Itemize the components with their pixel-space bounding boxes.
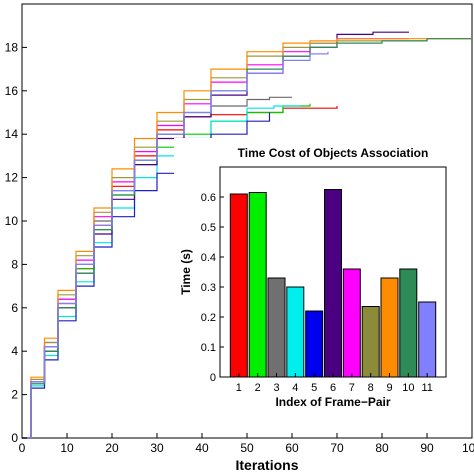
y-tick-label: 12 — [5, 171, 19, 185]
inset-x-tick-label: 11 — [421, 382, 432, 394]
y-tick-label: 10 — [5, 214, 19, 228]
y-tick-label: 2 — [11, 388, 18, 402]
inset-y-tick-label: 0 — [210, 372, 216, 384]
bar-1 — [229, 193, 248, 378]
y-tick-label: 18 — [5, 40, 19, 54]
inset-y-tick-label: 0.6 — [201, 192, 216, 204]
inset-x-tick-label: 4 — [292, 382, 298, 394]
bar-8 — [361, 306, 380, 378]
inset-x-tick-label: 3 — [273, 382, 279, 394]
bar-2 — [248, 192, 267, 378]
y-tick-label: 8 — [11, 257, 18, 271]
inset-x-tick-label: 10 — [402, 382, 414, 394]
x-tick-label: 10 — [60, 441, 74, 455]
bar-4 — [286, 286, 305, 378]
x-tick-label: 100 — [462, 441, 474, 455]
x-axis-label: Iterations — [235, 457, 298, 473]
bar-3 — [267, 277, 286, 378]
inset-x-axis-label: Index of Frame−Pair — [275, 395, 390, 409]
inset-x-tick-label: 9 — [386, 382, 392, 394]
bar-6 — [324, 189, 342, 378]
inset-x-tick-label: 8 — [368, 382, 374, 394]
inset-y-tick-label: 0.1 — [201, 342, 216, 354]
inset-x-tick-label: 7 — [349, 382, 355, 394]
bar-11 — [418, 301, 437, 378]
y-tick-label: 16 — [5, 84, 19, 98]
x-tick-label: 0 — [19, 441, 26, 455]
x-tick-label: 30 — [150, 441, 164, 455]
inset-y-tick-label: 0.4 — [201, 252, 216, 264]
inset-y-axis-label: Time (s) — [179, 249, 193, 295]
y-tick-label: 6 — [11, 301, 18, 315]
y-tick-label: 4 — [11, 344, 18, 358]
bar-9 — [380, 277, 399, 378]
series-line-11 — [22, 51, 329, 439]
bar-5 — [305, 310, 324, 378]
inset-x-tick-label: 1 — [236, 382, 242, 394]
inset-x-tick-label: 5 — [311, 382, 317, 394]
inset-x-tick-label: 2 — [255, 382, 261, 394]
y-tick-label: 0 — [11, 431, 18, 445]
bar-10 — [399, 268, 418, 378]
inset-y-tick-label: 0.2 — [201, 312, 216, 324]
x-tick-label: 60 — [285, 441, 299, 455]
x-tick-label: 90 — [420, 441, 434, 455]
inset-y-tick-label: 0.3 — [201, 282, 216, 294]
x-tick-label: 40 — [195, 441, 209, 455]
inset-y-tick-label: 0.5 — [201, 222, 216, 234]
bar-7 — [342, 268, 361, 378]
series-line-4 — [22, 105, 301, 439]
x-tick-label: 70 — [330, 441, 344, 455]
y-tick-label: 14 — [5, 127, 19, 141]
inset-x-tick-label: 6 — [330, 382, 336, 394]
x-tick-label: 20 — [105, 441, 119, 455]
x-tick-label: 50 — [240, 441, 254, 455]
inset-title: Time Cost of Objects Association — [238, 146, 429, 160]
x-tick-label: 80 — [375, 441, 389, 455]
